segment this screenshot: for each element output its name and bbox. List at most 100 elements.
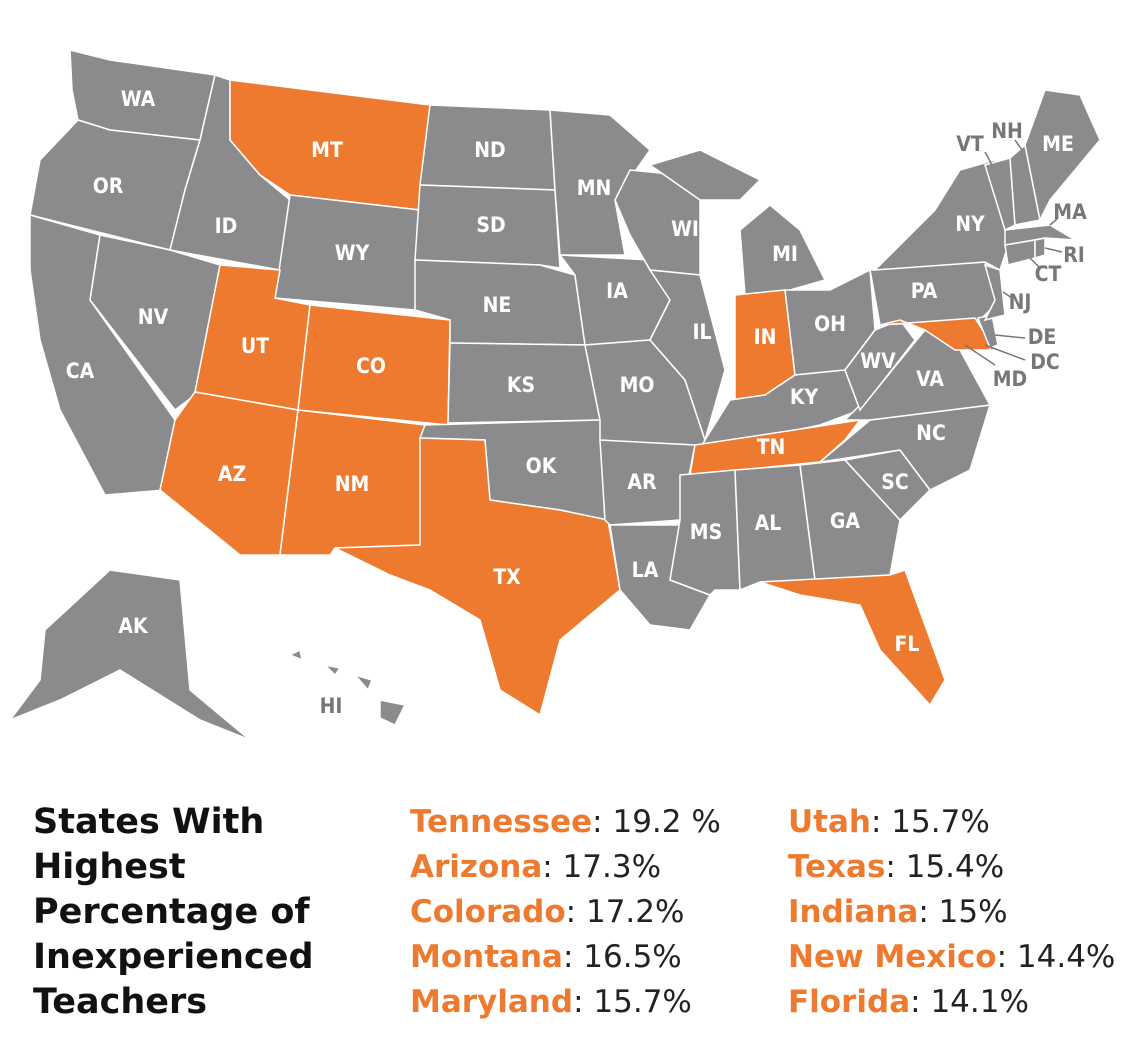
state-label: PA [911, 279, 938, 303]
state-shape [352, 673, 374, 692]
separator: : [562, 939, 584, 975]
state-label: TX [493, 565, 521, 589]
separator: : [542, 849, 563, 885]
legend-item: Indiana: 15% [788, 890, 1008, 935]
state-value: 14.4% [1016, 939, 1116, 975]
state-label: MI [772, 242, 798, 266]
state-label: VA [916, 367, 944, 391]
state-label: SD [476, 213, 505, 237]
state-value: 17.2% [585, 894, 685, 930]
state-label: MT [311, 138, 343, 162]
state-name: Florida [788, 984, 911, 1020]
leader-line [964, 344, 996, 366]
state-label: DC [1030, 350, 1060, 374]
us-map: WA OR CA NV ID MT WY UT CO AZ NM ND SD NE KS OK TX MN IA MO… [10, 50, 1100, 740]
state-shape [879, 317, 997, 351]
legend-title-line: Inexperienced [33, 937, 314, 977]
legend-item: Florida: 14.1% [788, 980, 1029, 1025]
state-label: MD [993, 367, 1028, 391]
leader-line [984, 151, 993, 166]
state-shape [379, 699, 407, 726]
leader-line [994, 334, 1026, 339]
state-label: CT [1035, 262, 1062, 286]
leader-line [1049, 217, 1059, 226]
state-value: 15.7% [891, 804, 990, 840]
separator: : [870, 804, 892, 840]
state-name: Maryland [410, 984, 574, 1020]
separator: : [996, 939, 1017, 975]
state-shape [1004, 224, 1076, 246]
legend-title-line: Highest [33, 847, 186, 887]
state-label: ME [1042, 132, 1074, 156]
state-label: IA [606, 279, 628, 303]
state-label: LA [632, 558, 659, 582]
state-label: GA [830, 509, 861, 533]
state-shape [648, 269, 726, 443]
leader-line [1014, 139, 1023, 151]
state-label: NV [138, 305, 169, 329]
state-shape [322, 663, 342, 677]
state-name: Indiana [788, 894, 919, 930]
legend-item: New Mexico: 14.4% [788, 935, 1115, 980]
state-label: MN [577, 176, 612, 200]
state-label: OK [526, 454, 558, 478]
legend-item: Texas: 15.4% [788, 845, 1004, 890]
state-label: NH [991, 119, 1023, 143]
state-shape [648, 149, 762, 201]
state-label: MA [1053, 200, 1087, 224]
leader-line [1002, 291, 1013, 299]
state-shape [1034, 237, 1046, 260]
state-label: NM [335, 472, 370, 496]
state-label: ID [215, 214, 238, 238]
separator: : [918, 894, 939, 930]
separator: : [592, 804, 613, 840]
state-label: FL [895, 632, 920, 656]
state-shape [983, 263, 1006, 322]
state-shape [799, 459, 901, 581]
state-name: Texas [788, 849, 886, 885]
state-label: WI [671, 217, 699, 241]
state-label: CO [356, 354, 386, 378]
legend-item: Colorado: 17.2% [410, 890, 684, 935]
leader-line [1029, 257, 1041, 269]
state-name: Montana [410, 939, 563, 975]
state-name: Tennessee [410, 804, 593, 840]
state-label: CA [66, 359, 95, 383]
state-label: AK [118, 614, 149, 638]
legend-title-line: States With [33, 802, 265, 842]
separator: : [910, 984, 931, 1020]
state-label: OR [93, 174, 124, 198]
state-label: MS [690, 520, 722, 544]
leader-line [984, 344, 1026, 361]
state-label: AL [755, 511, 782, 535]
state-value: 17.3% [562, 849, 662, 885]
state-label: OH [814, 312, 846, 336]
legend-title-line: Teachers [33, 982, 208, 1022]
state-label: KS [507, 373, 535, 397]
state-label: DE [1028, 325, 1057, 349]
state-shape [844, 319, 916, 412]
separator: : [885, 849, 906, 885]
state-label: NY [955, 212, 985, 236]
legend-item: Tennessee: 19.2 % [410, 800, 721, 845]
state-label: VT [956, 132, 984, 156]
state-label: AR [627, 470, 657, 494]
state-name: New Mexico [788, 939, 997, 975]
legend-item: Montana: 16.5% [410, 935, 682, 980]
state-label: HI [320, 694, 343, 718]
state-label: SC [881, 470, 908, 494]
state-label: TN [757, 435, 786, 459]
state-name: Colorado [410, 894, 566, 930]
separator: : [573, 984, 594, 1020]
separator: : [565, 894, 586, 930]
state-value: 15.7% [593, 984, 692, 1020]
state-label: IN [754, 325, 777, 349]
state-value: 15% [938, 894, 1008, 930]
state-shape [614, 169, 701, 276]
state-label: WV [860, 349, 896, 373]
state-label: WA [121, 87, 156, 111]
state-name: Utah [788, 804, 871, 840]
state-shape [414, 184, 561, 269]
legend-title-line: Percentage of [33, 892, 310, 932]
